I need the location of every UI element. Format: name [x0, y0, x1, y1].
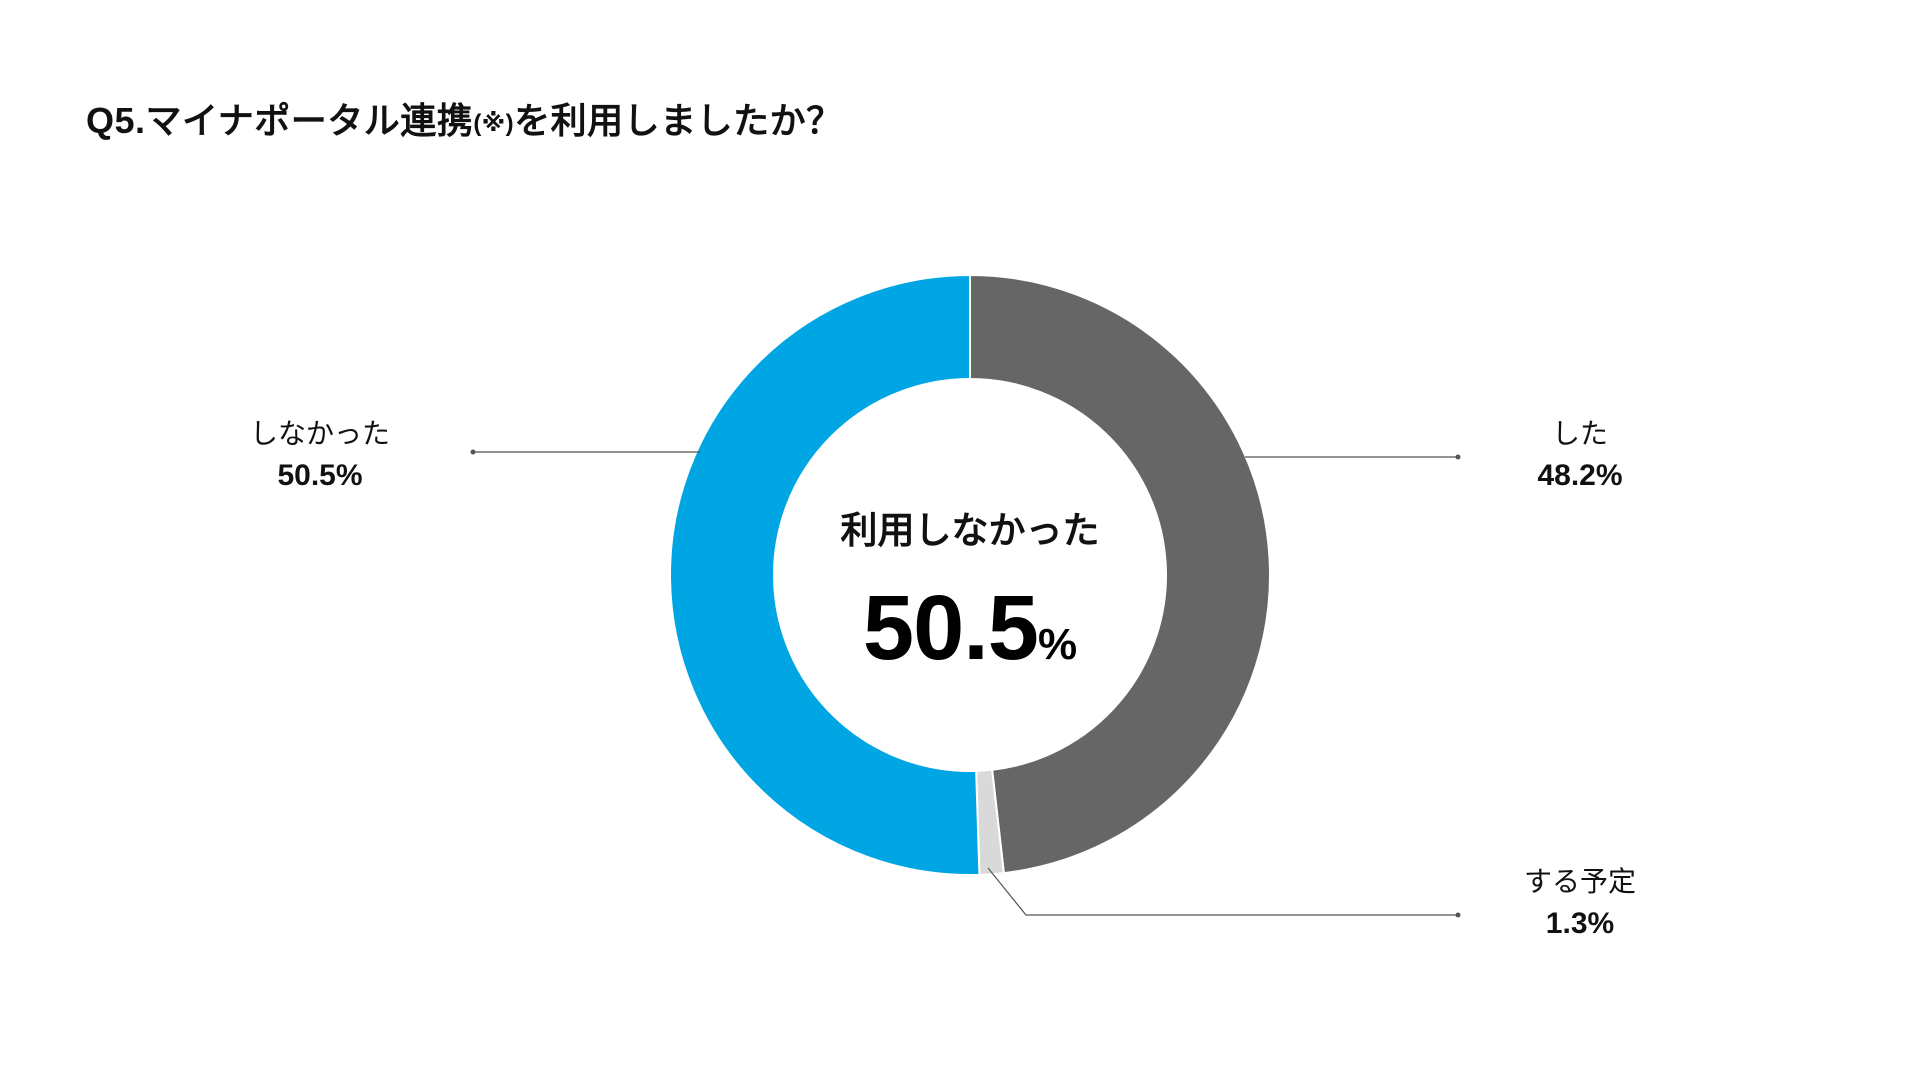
leader-line-planned — [987, 867, 1458, 916]
chart-title-main: Q5.マイナポータル連携 — [86, 100, 474, 141]
label-not-used-text: しなかった — [249, 418, 390, 449]
chart-title-note: (※) — [473, 110, 515, 137]
center-label-text: 利用しなかった — [840, 510, 1100, 551]
label-used-text: した — [1551, 418, 1608, 449]
donut-slice-2 — [669, 273, 981, 876]
center-value-number: 50.5 — [862, 577, 1039, 679]
label-planned: する予定 1.3% — [1505, 862, 1655, 946]
leader-dot-used — [1455, 454, 1461, 460]
chart-title: Q5.マイナポータル連携(※)を利用しましたか？ — [86, 92, 843, 144]
leader-dot-planned — [1455, 912, 1461, 918]
center-value-unit: % — [1037, 620, 1078, 669]
label-used: した 48.2% — [1505, 414, 1655, 498]
donut-slice-0 — [969, 273, 1271, 875]
label-used-value: 48.2% — [1537, 459, 1623, 492]
label-planned-text: する予定 — [1523, 866, 1636, 897]
label-not-used-value: 50.5% — [277, 459, 363, 492]
donut-center-label: 利用しなかった 50.5% — [841, 500, 1100, 695]
leader-dot-not-used — [470, 449, 476, 455]
leader-lines — [470, 449, 1461, 918]
donut-slices — [669, 273, 1271, 876]
label-not-used: しなかった 50.5% — [245, 414, 395, 498]
label-planned-value: 1.3% — [1545, 907, 1615, 940]
chart-title-suffix: を利用しましたか？ — [514, 100, 843, 141]
center-value: 50.5% — [841, 578, 1100, 695]
